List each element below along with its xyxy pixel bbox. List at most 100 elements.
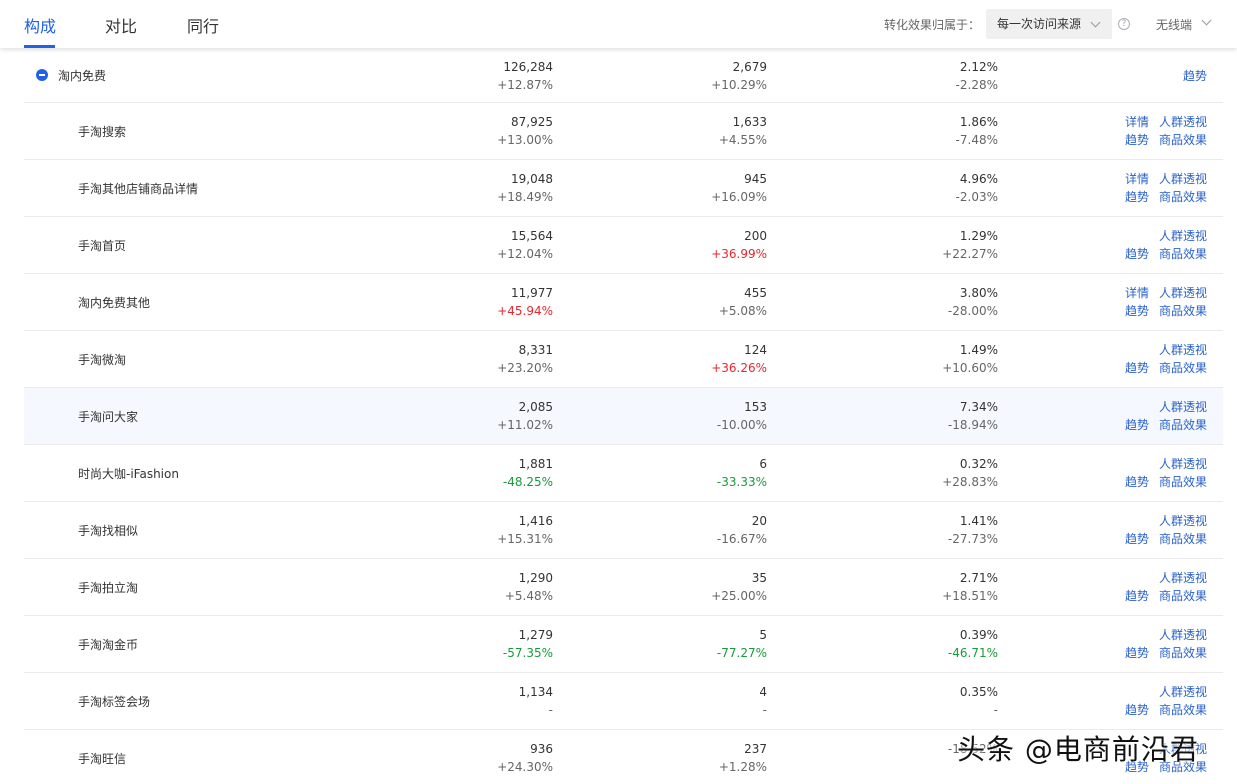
buyers-change: -10.00% xyxy=(716,418,767,432)
buyers-value: 153 xyxy=(744,400,767,414)
trend-link[interactable]: 趋势 xyxy=(1124,418,1149,432)
buyers-cell: 6 -33.33% xyxy=(717,455,767,491)
conversion-change: -7.48% xyxy=(955,133,998,147)
buyers-cell: 1,633 +4.55% xyxy=(719,113,767,149)
tab-compare[interactable]: 对比 xyxy=(105,17,138,36)
table-row-parent: 淘内免费 126,284 +12.87% 2,679 +10.29% 2.12%… xyxy=(24,48,1223,103)
trend-link[interactable]: 趋势 xyxy=(1124,646,1149,660)
product-effect-link[interactable]: 商品效果 xyxy=(1158,703,1207,717)
visitors-value: 19,048 xyxy=(511,172,553,186)
visitors-cell: 1,134 - xyxy=(519,683,553,719)
buyers-value: 5 xyxy=(759,628,767,642)
product-effect-link[interactable]: 商品效果 xyxy=(1158,190,1207,204)
crowd-link[interactable]: 人群透视 xyxy=(1158,514,1207,528)
row-name: 时尚大咖-iFashion xyxy=(78,467,179,481)
product-effect-link[interactable]: 商品效果 xyxy=(1158,589,1207,603)
crowd-link[interactable]: 人群透视 xyxy=(1158,457,1207,471)
detail-link[interactable]: 详情 xyxy=(1124,172,1149,186)
tab-composition[interactable]: 构成 xyxy=(24,17,57,36)
conversion-change: +22.27% xyxy=(942,247,998,261)
visitors-change: +23.20% xyxy=(497,361,553,375)
visitors-change: +5.48% xyxy=(504,589,553,603)
trend-link[interactable]: 趋势 xyxy=(1124,247,1149,261)
buyers-change: +1.28% xyxy=(718,760,767,774)
conversion-cell: 1.49% +10.60% xyxy=(942,341,998,377)
trend-link[interactable]: 趋势 xyxy=(1124,703,1149,717)
buyers-value: 200 xyxy=(744,229,767,243)
visitors-value: 1,134 xyxy=(518,685,553,699)
visitors-cell: 8,331 +23.20% xyxy=(497,341,553,377)
table-row: 手淘首页 15,564 +12.04% 200 +36.99% 1.29% +2… xyxy=(24,217,1223,274)
tab-peers[interactable]: 同行 xyxy=(187,17,220,36)
trend-link[interactable]: 趋势 xyxy=(1182,69,1207,83)
visitors-value: 1,279 xyxy=(518,628,553,642)
crowd-link[interactable]: 人群透视 xyxy=(1158,400,1207,414)
buyers-cell: 124 +36.26% xyxy=(711,341,767,377)
attribution-select[interactable]: 每一次访问来源 xyxy=(986,9,1112,39)
buyers-value: 20 xyxy=(751,514,767,528)
crowd-link[interactable]: 人群透视 xyxy=(1158,172,1207,186)
crowd-link[interactable]: 人群透视 xyxy=(1158,685,1207,699)
buyers-cell: 455 +5.08% xyxy=(719,284,767,320)
visitors-value: 8,331 xyxy=(518,343,553,357)
help-icon[interactable]: ? xyxy=(1118,18,1130,30)
device-select[interactable]: 无线端 xyxy=(1156,15,1212,33)
row-name: 手淘拍立淘 xyxy=(78,581,139,595)
table-row: 手淘微淘 8,331 +23.20% 124 +36.26% 1.49% +10… xyxy=(24,331,1223,388)
visitors-value: 1,416 xyxy=(518,514,553,528)
visitors-change: +13.00% xyxy=(497,133,553,147)
product-effect-link[interactable]: 商品效果 xyxy=(1158,361,1207,375)
conversion-cell: 7.34% -18.94% xyxy=(948,398,998,434)
table-row: 淘内免费其他 11,977 +45.94% 455 +5.08% 3.80% -… xyxy=(24,274,1223,331)
buyers-value: 1,633 xyxy=(732,115,767,129)
row-name: 手淘问大家 xyxy=(78,410,139,424)
crowd-link[interactable]: 人群透视 xyxy=(1158,229,1207,243)
conversion-value: 1.29% xyxy=(959,229,998,243)
crowd-link[interactable]: 人群透视 xyxy=(1158,628,1207,642)
visitors-value: 15,564 xyxy=(511,229,553,243)
trend-link[interactable]: 趋势 xyxy=(1124,190,1149,204)
detail-link[interactable]: 详情 xyxy=(1124,286,1149,300)
trend-link[interactable]: 趋势 xyxy=(1124,304,1149,318)
visitors-change: -57.35% xyxy=(502,646,553,660)
visitors-cell: 1,416 +15.31% xyxy=(497,512,553,548)
trend-link[interactable]: 趋势 xyxy=(1124,361,1149,375)
visitors-value: 1,290 xyxy=(518,571,553,585)
collapse-icon[interactable] xyxy=(36,69,48,81)
product-effect-link[interactable]: 商品效果 xyxy=(1158,418,1207,432)
trend-link[interactable]: 趋势 xyxy=(1124,133,1149,147)
product-effect-link[interactable]: 商品效果 xyxy=(1158,247,1207,261)
trend-link[interactable]: 趋势 xyxy=(1124,760,1149,774)
conversion-change: -27.73% xyxy=(947,532,998,546)
detail-link[interactable]: 详情 xyxy=(1124,115,1149,129)
crowd-link[interactable]: 人群透视 xyxy=(1158,115,1207,129)
crowd-link[interactable]: 人群透视 xyxy=(1158,286,1207,300)
crowd-link[interactable]: 人群透视 xyxy=(1158,571,1207,585)
table-row: 手淘搜索 87,925 +13.00% 1,633 +4.55% 1.86% -… xyxy=(24,103,1223,160)
product-effect-link[interactable]: 商品效果 xyxy=(1158,532,1207,546)
visitors-cell: 19,048 +18.49% xyxy=(497,170,553,206)
conversion-cell: 1.29% +22.27% xyxy=(942,227,998,263)
active-tab-indicator xyxy=(24,45,55,48)
trend-link[interactable]: 趋势 xyxy=(1124,475,1149,489)
visitors-change: +11.02% xyxy=(497,418,553,432)
product-effect-link[interactable]: 商品效果 xyxy=(1158,304,1207,318)
buyers-cell: 20 -16.67% xyxy=(717,512,767,548)
crowd-link[interactable]: 人群透视 xyxy=(1158,742,1207,756)
visitors-value: 126,284 xyxy=(503,60,553,74)
child-rows: 手淘搜索 87,925 +13.00% 1,633 +4.55% 1.86% -… xyxy=(24,103,1223,784)
visitors-cell: 87,925 +13.00% xyxy=(497,113,553,149)
row-name: 手淘标签会场 xyxy=(78,695,151,709)
trend-link[interactable]: 趋势 xyxy=(1124,532,1149,546)
table-row: 手淘淘金币 1,279 -57.35% 5 -77.27% 0.39% -46.… xyxy=(24,616,1223,673)
trend-link[interactable]: 趋势 xyxy=(1124,589,1149,603)
conversion-change: -18.52% xyxy=(947,742,998,756)
product-effect-link[interactable]: 商品效果 xyxy=(1158,475,1207,489)
product-effect-link[interactable]: 商品效果 xyxy=(1158,133,1207,147)
product-effect-link[interactable]: 商品效果 xyxy=(1158,646,1207,660)
buyers-value: 455 xyxy=(744,286,767,300)
row-name: 手淘微淘 xyxy=(78,353,127,367)
crowd-link[interactable]: 人群透视 xyxy=(1158,343,1207,357)
visitors-change: +12.87% xyxy=(497,78,553,92)
product-effect-link[interactable]: 商品效果 xyxy=(1158,760,1207,774)
